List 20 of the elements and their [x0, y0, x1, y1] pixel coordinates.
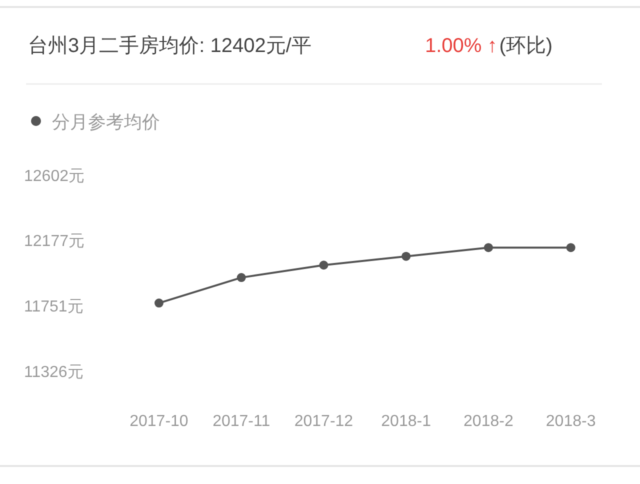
y-tick-label: 11751元	[24, 298, 84, 316]
x-tick-label: 2017-10	[130, 413, 188, 430]
y-tick-label: 12177元	[24, 233, 84, 250]
chart-subtitle: 1.00% ↑	[425, 35, 498, 57]
point	[566, 243, 576, 252]
point	[236, 273, 246, 282]
x-tick-label: 2017-12	[294, 413, 354, 430]
text: (环比)	[499, 35, 553, 57]
x-tick-label: 2017-11	[212, 413, 270, 430]
legend-label: 分月参考均价	[52, 112, 160, 132]
y-tick-label: 12602元	[24, 168, 84, 185]
x-tick-label: 2018-2	[464, 413, 514, 430]
x-tick-label: 2018-3	[546, 413, 596, 430]
point	[154, 298, 164, 308]
point	[319, 260, 328, 270]
x-tick-label: 2018-1	[381, 413, 432, 430]
point	[402, 252, 411, 261]
point	[484, 243, 493, 252]
y-tick-label: 11326元	[24, 364, 84, 381]
chart-title: 台州3月二手房均价: 12402元/平	[28, 35, 312, 57]
